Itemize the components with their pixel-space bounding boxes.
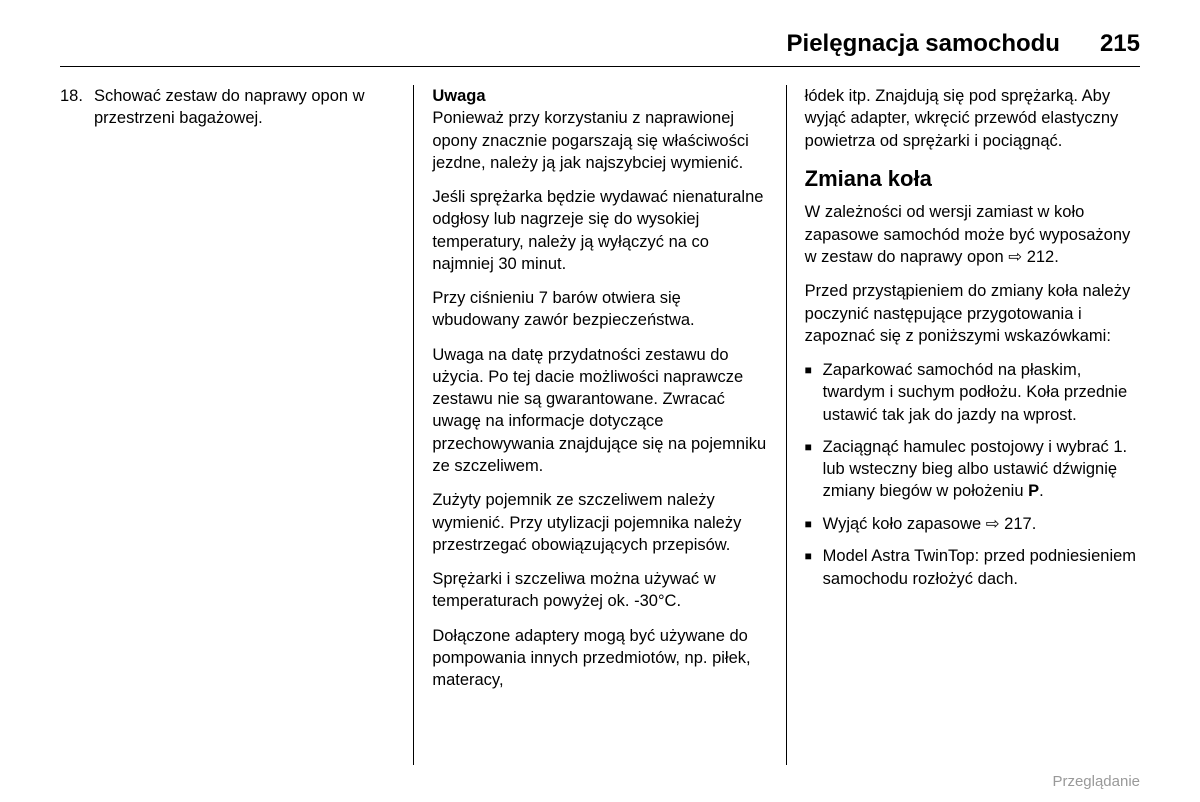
column-2: Uwaga Ponieważ przy korzystaniu z napraw… xyxy=(414,85,786,765)
text: . xyxy=(1039,482,1044,500)
page-ref: ⇨ 212. xyxy=(1008,246,1059,268)
text-bold: P xyxy=(1028,482,1039,500)
column-1: 18. Schować zestaw do naprawy opon w prz… xyxy=(60,85,414,765)
paragraph: Sprężarki i szczeliwa można używać w tem… xyxy=(432,568,767,613)
bullet-item: ■ Zaparkować samochód na płaskim, twardy… xyxy=(805,359,1140,426)
bullet-item: ■ Zaciągnąć hamulec postojowy i wybrać 1… xyxy=(805,436,1140,503)
paragraph: Jeśli sprężarka będzie wydawać nienatura… xyxy=(432,186,767,275)
paragraph: Przy ciśnieniu 7 barów otwiera się wbudo… xyxy=(432,287,767,332)
page-number: 215 xyxy=(1100,30,1140,58)
bullet-text: Zaparkować samochód na płaskim, twardym … xyxy=(823,359,1140,426)
chapter-title: Pielęgnacja samochodu xyxy=(787,30,1060,58)
text: Wyjąć koło zapasowe xyxy=(823,515,986,533)
bullet-text: Wyjąć koło zapasowe ⇨ 217. xyxy=(823,513,1037,536)
bullet-icon: ■ xyxy=(805,359,823,426)
paragraph: W zależności od wersji zamiast w koło za… xyxy=(805,201,1140,268)
item-number: 18. xyxy=(60,85,94,130)
footer-label: Przeglądanie xyxy=(1052,773,1140,790)
note-label: Uwaga xyxy=(432,87,485,105)
paragraph: Przed przystąpieniem do zmiany koła nale… xyxy=(805,280,1140,347)
column-3: łódek itp. Znajdują się pod sprężarką. A… xyxy=(787,85,1140,765)
paragraph-continuation: łódek itp. Znajdują się pod sprężarką. A… xyxy=(805,85,1140,152)
page-ref: ⇨ 217. xyxy=(986,513,1037,535)
paragraph: Dołączone adaptery mogą być używane do p… xyxy=(432,625,767,692)
bullet-icon: ■ xyxy=(805,545,823,590)
bullet-item: ■ Model Astra TwinTop: przed podniesieni… xyxy=(805,545,1140,590)
text: W zależności od wersji zamiast w koło za… xyxy=(805,203,1131,266)
page: Pielęgnacja samochodu 215 18. Schować ze… xyxy=(0,0,1200,802)
page-header: Pielęgnacja samochodu 215 xyxy=(60,30,1140,67)
bullet-item: ■ Wyjąć koło zapasowe ⇨ 217. xyxy=(805,513,1140,536)
section-heading: Zmiana koła xyxy=(805,164,1140,194)
item-text: Schować zestaw do naprawy opon w przestr… xyxy=(94,85,395,130)
numbered-item-18: 18. Schować zestaw do naprawy opon w prz… xyxy=(60,85,395,130)
text: Zaciągnąć hamulec postojowy i wybrać 1. … xyxy=(823,438,1127,501)
note-block: Uwaga Ponieważ przy korzystaniu z napraw… xyxy=(432,85,767,174)
note-p1: Ponieważ przy korzystaniu z naprawionej … xyxy=(432,109,748,172)
paragraph: Zużyty pojemnik ze szczeliwem należy wym… xyxy=(432,489,767,556)
bullet-text: Zaciągnąć hamulec postojowy i wybrać 1. … xyxy=(823,436,1140,503)
content-columns: 18. Schować zestaw do naprawy opon w prz… xyxy=(60,85,1140,765)
bullet-text: Model Astra TwinTop: przed podniesieniem… xyxy=(823,545,1140,590)
bullet-icon: ■ xyxy=(805,436,823,503)
bullet-icon: ■ xyxy=(805,513,823,536)
paragraph: Uwaga na datę przydatności zestawu do uż… xyxy=(432,344,767,478)
